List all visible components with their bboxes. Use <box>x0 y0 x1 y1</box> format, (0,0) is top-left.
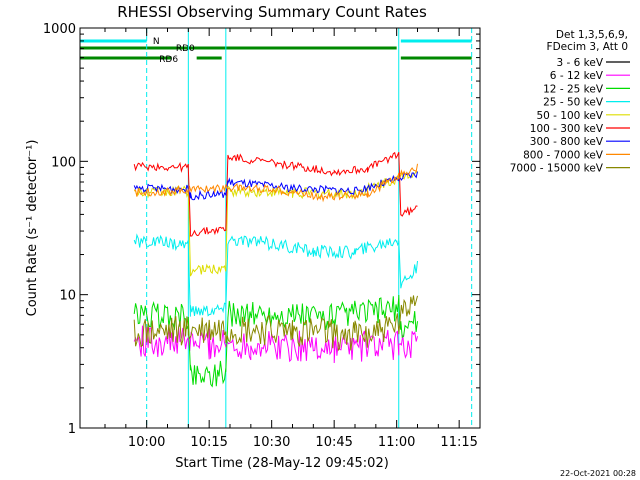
y-tick-label: 10 <box>59 289 76 304</box>
x-axis-label: Start Time (28-May-12 09:45:02) <box>175 456 389 471</box>
axis-layer: 10:00 10:15 10:30 10:45 11:00 11:15 1 10 100 1000 <box>43 22 480 450</box>
x-tick-label: 10:00 <box>128 435 165 450</box>
series-line-6-12-kev <box>133 325 418 364</box>
y-tick-label: 100 <box>51 155 76 170</box>
plot-frame <box>79 27 481 429</box>
series-layer <box>133 151 418 429</box>
legend-header-line: FDecim 3, Att 0 <box>547 41 628 53</box>
series-line-7000-15000-kev <box>133 295 418 352</box>
legend-entry-6-12-kev: 6 - 12 keV <box>550 70 604 82</box>
flag-rd6-label: RD6 <box>159 55 178 65</box>
x-tick-label: 10:45 <box>315 435 352 450</box>
x-tick-label: 11:00 <box>378 435 415 450</box>
legend-entry-50-100-kev: 50 - 100 keV <box>536 110 603 122</box>
series-line-100-300-kev <box>133 151 418 237</box>
series-line-25-50-kev <box>133 233 418 317</box>
y-tick-label: 1 <box>68 422 76 437</box>
legend-entry-7000-15000-kev: 7000 - 15000 keV <box>510 163 604 175</box>
series-line-12-25-kev <box>133 294 418 388</box>
vertical-lines <box>79 28 473 428</box>
series-line-50-100-kev <box>134 171 418 277</box>
legend-entry-12-25-kev: 12 - 25 keV <box>543 83 604 95</box>
chart-title: RHESSI Observing Summary Count Rates <box>117 3 427 21</box>
flag-rd0-label: RD0 <box>176 44 195 54</box>
legend-entry-100-300-kev: 100 - 300 keV <box>530 123 604 135</box>
x-tick-label: 10:15 <box>190 435 227 450</box>
legend-entry-800-7000-kev: 800 - 7000 keV <box>523 149 604 161</box>
x-tick-label: 10:30 <box>253 435 290 450</box>
flag-n-label: N <box>153 37 160 47</box>
series-line-300-800-kev <box>133 171 418 201</box>
y-tick-label: 1000 <box>43 22 76 37</box>
legend-entry-25-50-kev: 25 - 50 keV <box>543 97 604 109</box>
legend: Det 1,3,5,6,9,FDecim 3, Att 0 3 - 6 keV6 … <box>510 29 630 175</box>
x-tick-label: 11:15 <box>440 435 477 450</box>
legend-entry-300-800-kev: 300 - 800 keV <box>530 136 604 148</box>
legend-header-line: Det 1,3,5,6,9, <box>556 29 628 41</box>
y-axis-label: Count Rate (s⁻¹ detector⁻¹) <box>25 140 40 317</box>
footer-date: 22-Oct-2021 00:28 <box>560 469 636 478</box>
series-line-800-7000-kev <box>133 163 418 203</box>
legend-entry-3-6-kev: 3 - 6 keV <box>556 57 603 69</box>
